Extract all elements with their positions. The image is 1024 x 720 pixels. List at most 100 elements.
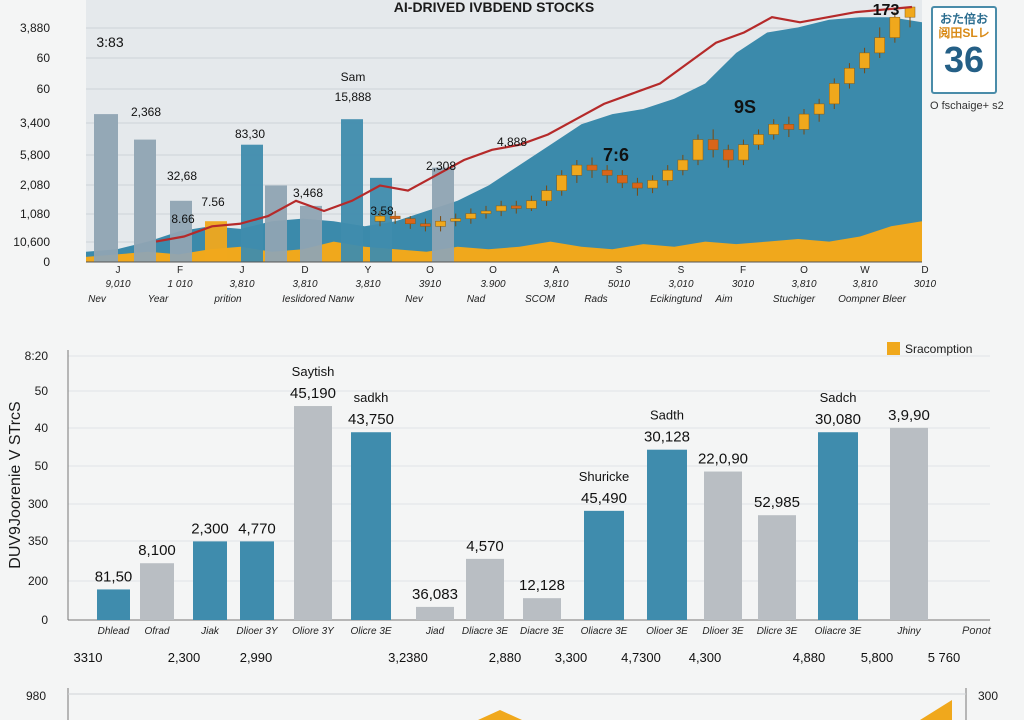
bottom-number-row-label: 2,880 — [489, 650, 522, 665]
candle-body — [874, 37, 885, 54]
top-y-tick-label: 1,080 — [20, 207, 50, 221]
top-x-tick-category: Stuchiger — [773, 294, 816, 305]
bottom-x-category-label: Dlicre 3E — [757, 626, 798, 637]
badge-number: 36 — [943, 39, 985, 80]
bottom-y-tick-label: 50 — [35, 384, 49, 398]
bottom-bar — [193, 541, 227, 620]
top-annotation: 9S — [734, 97, 756, 117]
bottom-number-row-label: 3310 — [74, 650, 103, 665]
bottom-bar-value-label: 4,570 — [466, 538, 504, 555]
top-x-tick-value: 3.900 — [480, 279, 505, 290]
bottom-bar — [818, 432, 858, 620]
candle-body — [859, 52, 870, 69]
top-y-tick-label: 10,600 — [13, 235, 50, 249]
top-x-tick-category: Nev — [405, 294, 424, 305]
top-annotation: Sam — [341, 70, 366, 84]
top-x-tick-value: 3,810 — [229, 279, 254, 290]
top-y-tick-label: 2,080 — [20, 178, 50, 192]
top-y-tick-label: 60 — [37, 51, 51, 65]
bottom-x-category-label: Dlioer 3Y — [236, 626, 278, 637]
bottom-chart-y-axis-label: DUV9Joorenie V STrcS — [7, 401, 24, 568]
candle-body — [677, 159, 689, 171]
bottom-bar-title-label: Saytish — [292, 364, 335, 379]
top-bar — [265, 185, 287, 262]
bottom-y-tick-label: 200 — [28, 574, 48, 588]
bottom-bar-value-label: 30,128 — [644, 429, 690, 446]
bottom-bar-value-label: 22,0,90 — [698, 451, 748, 468]
bottom-x-category-label: Ofrad — [144, 626, 169, 637]
top-annotation: 7.56 — [201, 195, 225, 209]
bottom-y-tick-label: 0 — [41, 613, 48, 627]
top-x-tick-letter: F — [740, 265, 746, 276]
bottom-bar — [584, 510, 624, 620]
bottom-bar-value-label: 12,128 — [519, 577, 565, 594]
top-x-tick-letter: O — [426, 265, 434, 276]
bottom-bar-chart: DUV9Joorenie V STrcS 8:20 50 40 50 300 350 200… — [7, 342, 992, 665]
top-annotation: 32,68 — [167, 169, 197, 183]
bottom-x-category-label: Oliore 3Y — [292, 626, 335, 637]
candle-body — [692, 139, 704, 161]
top-chart-x-ticks: J F J D Y O O A S S F O W D 9,010 1 010 3,810 3,810 3,810 3… — [88, 265, 936, 305]
bottom-bar-title-label: Sadth — [650, 408, 684, 423]
top-bar — [94, 114, 118, 262]
top-chart-trend-line — [155, 5, 913, 243]
bottom-x-category-label: Dhlead — [98, 626, 130, 637]
top-x-tick-value: 3010 — [732, 279, 755, 290]
top-x-tick-value: 3,810 — [852, 279, 877, 290]
candle-body — [738, 144, 749, 161]
candle-body — [435, 220, 446, 227]
bottom-bar-title-label: sadkh — [354, 390, 389, 405]
bottom-y-tick-label: 350 — [28, 534, 48, 548]
top-x-tick-letter: F — [177, 265, 183, 276]
top-x-tick-letter: D — [301, 265, 308, 276]
top-x-tick-value: 3,010 — [668, 279, 693, 290]
top-x-tick-value: 3,810 — [292, 279, 317, 290]
bottom-chart-labels: 81,50 Dhlead 8,100 Ofrad 2,300 Jiak 4,770 Dlioe… — [95, 364, 930, 637]
top-x-tick-category: SCOM — [525, 294, 556, 305]
top-chart-annotations: 3:83 2,368 83,30 Sam 15,888 7.56 3,468 8.66 32,6… — [96, 2, 899, 226]
bottom-bar — [704, 471, 742, 620]
candle-body — [662, 169, 673, 181]
bottom-x-category-label: Oliacre 3E — [581, 626, 628, 637]
bottom-x-category-label: Olioer 3E — [646, 626, 688, 637]
top-x-tick-value: 1 010 — [167, 279, 192, 290]
candle-body — [571, 164, 583, 176]
bottom-chart-number-row: 3310 2,300 2,990 3,2380 2,880 3,300 4,7300 4,30… — [74, 650, 961, 665]
bottom-number-row-label: 2,990 — [240, 650, 273, 665]
bottom-y-tick-label: 300 — [28, 497, 48, 511]
candle-body — [889, 16, 901, 38]
candle-body — [374, 215, 386, 222]
bottom-bar — [351, 432, 391, 620]
top-chart-title: AI-DRIVED IVBDEND STOCKS — [394, 0, 594, 15]
top-right-badge: おた倍お 阅田SLレ 36 — [931, 6, 997, 94]
top-x-tick-letter: W — [860, 265, 870, 276]
bottom-number-row-label: 2,300 — [168, 650, 201, 665]
bottom-bar-value-label: 45,190 — [290, 385, 336, 402]
bottom-x-category-label: Oliacre 3E — [815, 626, 862, 637]
top-bar — [241, 144, 263, 262]
top-annotation: 4,888 — [497, 135, 527, 149]
candle-body — [768, 124, 779, 135]
top-x-tick-letter: S — [678, 265, 685, 276]
bottom-y-tick-label: 8:20 — [25, 349, 49, 363]
candle-body — [632, 182, 643, 189]
candle-body — [813, 103, 825, 115]
bottom-bar-title-label: Sadch — [820, 390, 857, 405]
bottom-bar — [647, 449, 687, 620]
candle-body — [783, 124, 795, 130]
candle-body — [601, 169, 613, 176]
top-x-tick-letter: O — [800, 265, 808, 276]
bottom-bar — [890, 427, 928, 620]
candle-body — [617, 175, 628, 184]
bottom-y-tick-label: 50 — [35, 459, 49, 473]
candle-body — [829, 83, 840, 105]
top-annotation: 3:83 — [96, 34, 123, 50]
top-chart-candlesticks — [374, 6, 916, 232]
candle-body — [405, 218, 416, 224]
top-x-tick-category: prition — [213, 294, 242, 305]
top-annotation: 3.58 — [370, 204, 394, 218]
top-x-tick-value: 5010 — [608, 279, 631, 290]
bottom-bar — [97, 589, 130, 620]
bottom-bar-value-label: 8,100 — [138, 542, 176, 559]
bottom-x-category-label: Olicre 3E — [350, 626, 391, 637]
